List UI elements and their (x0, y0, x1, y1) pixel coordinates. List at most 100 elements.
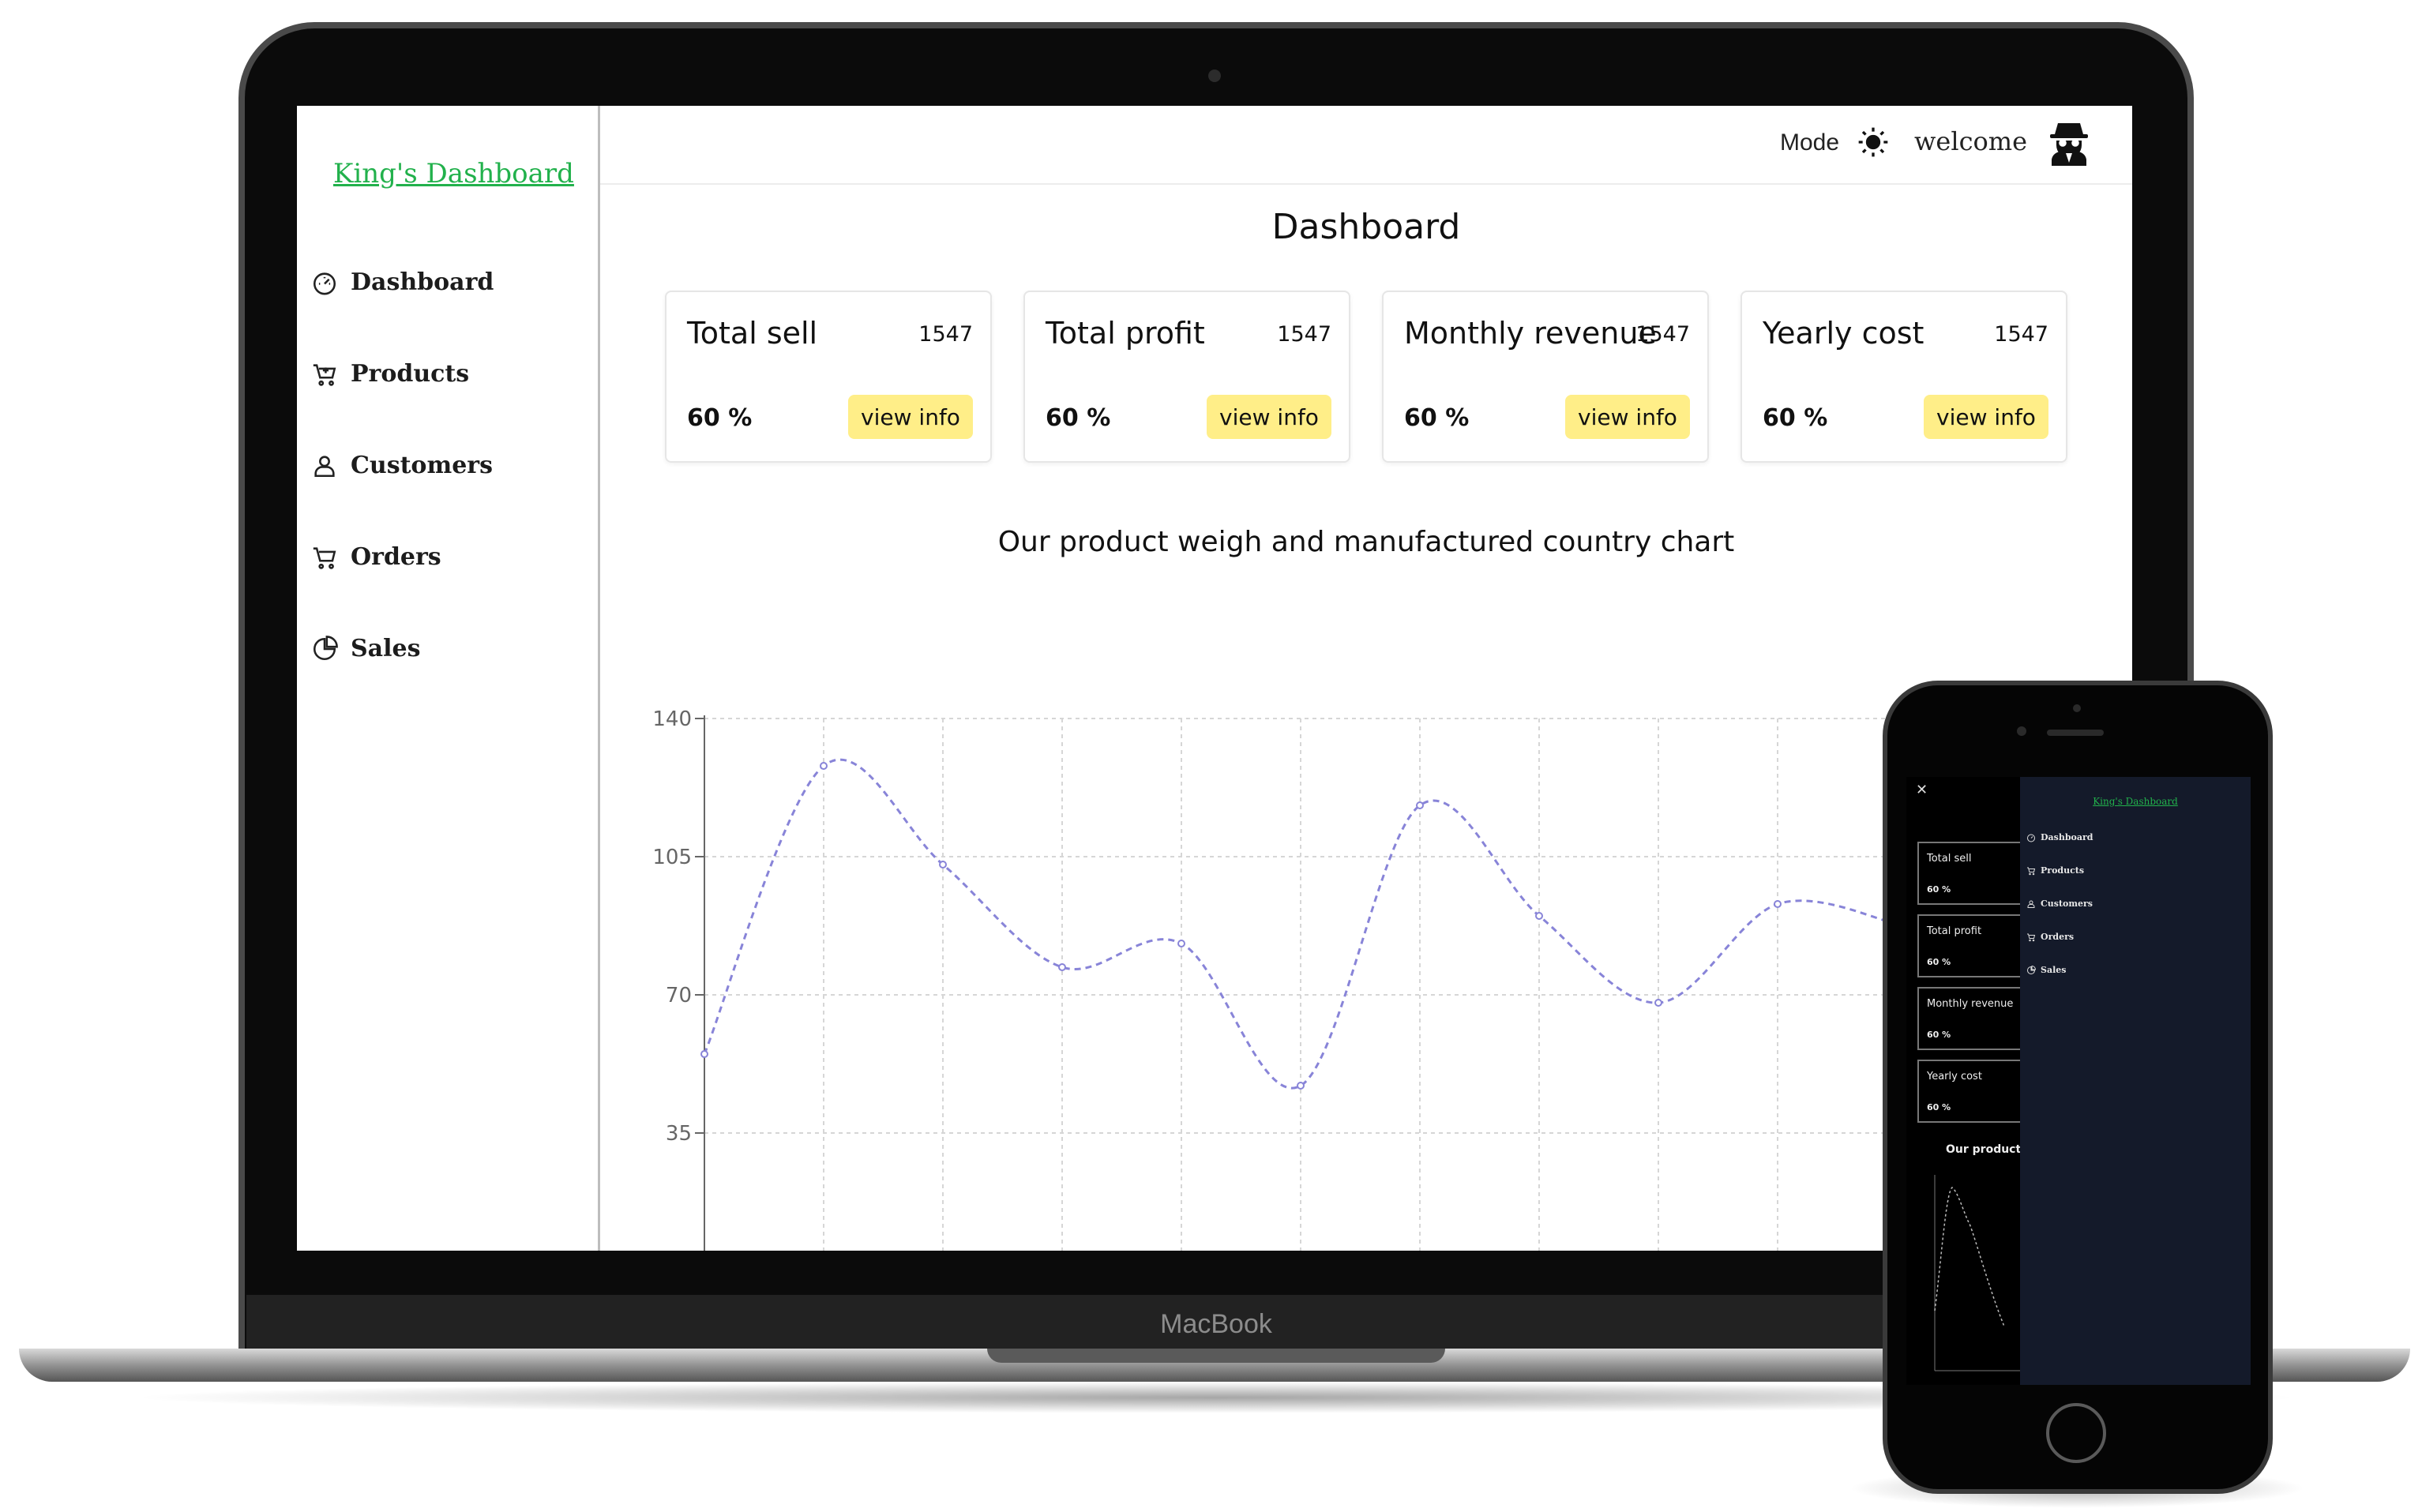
cart-plus-icon (311, 361, 338, 388)
card-percent: 60 % (1927, 1102, 1951, 1112)
phone-mini-chart (1934, 1175, 2028, 1371)
data-point (820, 762, 828, 770)
data-point (1654, 999, 1662, 1007)
card-value: 1547 (1994, 322, 2048, 347)
card-value: 1547 (1277, 322, 1331, 347)
card-percent: 60 % (1404, 404, 1470, 432)
drawer-item-dashboard[interactable]: Dashboard (2026, 832, 2093, 842)
data-point (939, 861, 947, 869)
close-icon[interactable]: ✕ (1916, 782, 1928, 798)
drawer-item-label: Sales (2041, 965, 2067, 975)
view-info-button[interactable]: view info (848, 395, 973, 439)
card-title: Total profit (1046, 316, 1205, 351)
card-title: Monthly revenue (1404, 316, 1657, 351)
drawer-item-sales[interactable]: Sales (2026, 965, 2066, 975)
y-tick-label: 70 (666, 984, 692, 1007)
y-tick-label: 105 (652, 846, 692, 869)
phone-card-monthly-revenue: Monthly revenue 60 % (1917, 987, 2028, 1050)
card-value: 1547 (1635, 322, 1690, 347)
page-title: Dashboard (1271, 207, 1461, 247)
phone-nav-drawer: King's Dashboard Dashboard Products Cust… (2020, 777, 2251, 1385)
sidebar-item-label: Customers (351, 452, 493, 479)
card-title: Monthly revenue (1927, 998, 2014, 1010)
view-info-button[interactable]: view info (1207, 395, 1331, 439)
view-info-button[interactable]: view info (1565, 395, 1690, 439)
top-bar: Mode welcome (600, 106, 2132, 185)
data-point (1774, 900, 1782, 908)
phone-card-total-sell: Total sell 60 % (1917, 842, 2028, 905)
sun-icon[interactable] (1857, 126, 1889, 158)
card-title: Yearly cost (1927, 1071, 1982, 1082)
card-percent: 60 % (1763, 404, 1828, 432)
laptop-notch (987, 1349, 1445, 1363)
gauge-icon (2027, 834, 2035, 842)
stat-card-total-profit: Total profit 1547 60 % view info (1023, 291, 1350, 463)
card-title: Total sell (1927, 853, 1972, 865)
drawer-item-label: Products (2041, 865, 2085, 876)
y-tick-label: 140 (652, 707, 692, 731)
card-percent: 60 % (1927, 1030, 1951, 1040)
card-value: 1547 (918, 322, 973, 347)
card-title: Total profit (1927, 925, 1982, 937)
stat-card-monthly-revenue: Monthly revenue 1547 60 % view info (1382, 291, 1709, 463)
sidebar-item-orders[interactable]: Orders (311, 543, 441, 571)
laptop-screen: King's Dashboard Dashboard Products Cust… (297, 106, 2132, 1251)
sidebar: King's Dashboard Dashboard Products Cust… (297, 106, 600, 1251)
data-point (1177, 940, 1185, 947)
shopping-cart-icon (311, 544, 338, 571)
sidebar-item-label: Sales (351, 635, 421, 662)
drawer-item-label: Orders (2041, 932, 2075, 942)
sidebar-item-customers[interactable]: Customers (311, 452, 493, 479)
stat-card-yearly-cost: Yearly cost 1547 60 % view info (1740, 291, 2067, 463)
laptop-brand-label: MacBook (1160, 1309, 1272, 1339)
data-point (1058, 963, 1066, 971)
stat-card-total-sell: Total sell 1547 60 % view info (665, 291, 992, 463)
drawer-item-label: Customers (2041, 899, 2093, 909)
mode-label: Mode (1780, 129, 1840, 156)
laptop-camera (1208, 69, 1221, 82)
phone-card-total-profit: Total profit 60 % (1917, 914, 2028, 977)
phone-screen: ✕ Total sell 60 % Total profit 60 % Mont… (1906, 777, 2251, 1385)
data-point (1416, 801, 1424, 809)
drawer-brand-link[interactable]: King's Dashboard (2093, 796, 2178, 807)
drawer-item-orders[interactable]: Orders (2026, 932, 2074, 942)
sidebar-item-label: Dashboard (351, 268, 494, 296)
spy-icon[interactable] (2048, 120, 2090, 166)
view-info-button[interactable]: view info (1924, 395, 2048, 439)
drawer-item-products[interactable]: Products (2026, 865, 2084, 876)
data-point (1535, 912, 1543, 920)
card-percent: 60 % (1927, 957, 1951, 967)
user-icon (311, 452, 338, 479)
weight-line-chart: 03570105140GeneracAmbigueVagueeDubioumFu… (652, 707, 2007, 1251)
drawer-item-label: Dashboard (2041, 832, 2093, 842)
sidebar-item-label: Orders (351, 543, 441, 571)
phone-home-button[interactable] (2046, 1403, 2106, 1463)
brand-link[interactable]: King's Dashboard (333, 158, 574, 189)
y-tick-label: 35 (666, 1122, 692, 1146)
welcome-text: welcome (1914, 126, 2028, 156)
phone-chart-title: Our product w (1946, 1143, 2035, 1156)
card-title: Yearly cost (1763, 316, 1924, 351)
sidebar-item-label: Products (351, 360, 470, 388)
sidebar-item-products[interactable]: Products (311, 360, 469, 388)
chart-title: Our product weigh and manufactured count… (997, 526, 1735, 558)
pie-chart-icon (311, 635, 338, 662)
data-point (1297, 1082, 1305, 1090)
card-percent: 60 % (1927, 884, 1951, 895)
user-icon (2027, 900, 2035, 908)
data-point (700, 1050, 708, 1058)
phone-camera (2017, 726, 2026, 736)
phone-card-yearly-cost: Yearly cost 60 % (1917, 1060, 2028, 1123)
shopping-cart-icon (2027, 933, 2036, 941)
card-percent: 60 % (687, 404, 753, 432)
gauge-icon (311, 269, 338, 296)
card-title: Total sell (687, 316, 818, 351)
phone-sensor (2073, 704, 2081, 712)
drawer-item-customers[interactable]: Customers (2026, 899, 2093, 909)
pie-chart-icon (2027, 965, 2036, 974)
phone-speaker (2047, 730, 2104, 736)
sidebar-item-dashboard[interactable]: Dashboard (311, 268, 494, 296)
sidebar-item-sales[interactable]: Sales (311, 635, 420, 662)
card-percent: 60 % (1046, 404, 1111, 432)
cart-plus-icon (2027, 867, 2036, 875)
